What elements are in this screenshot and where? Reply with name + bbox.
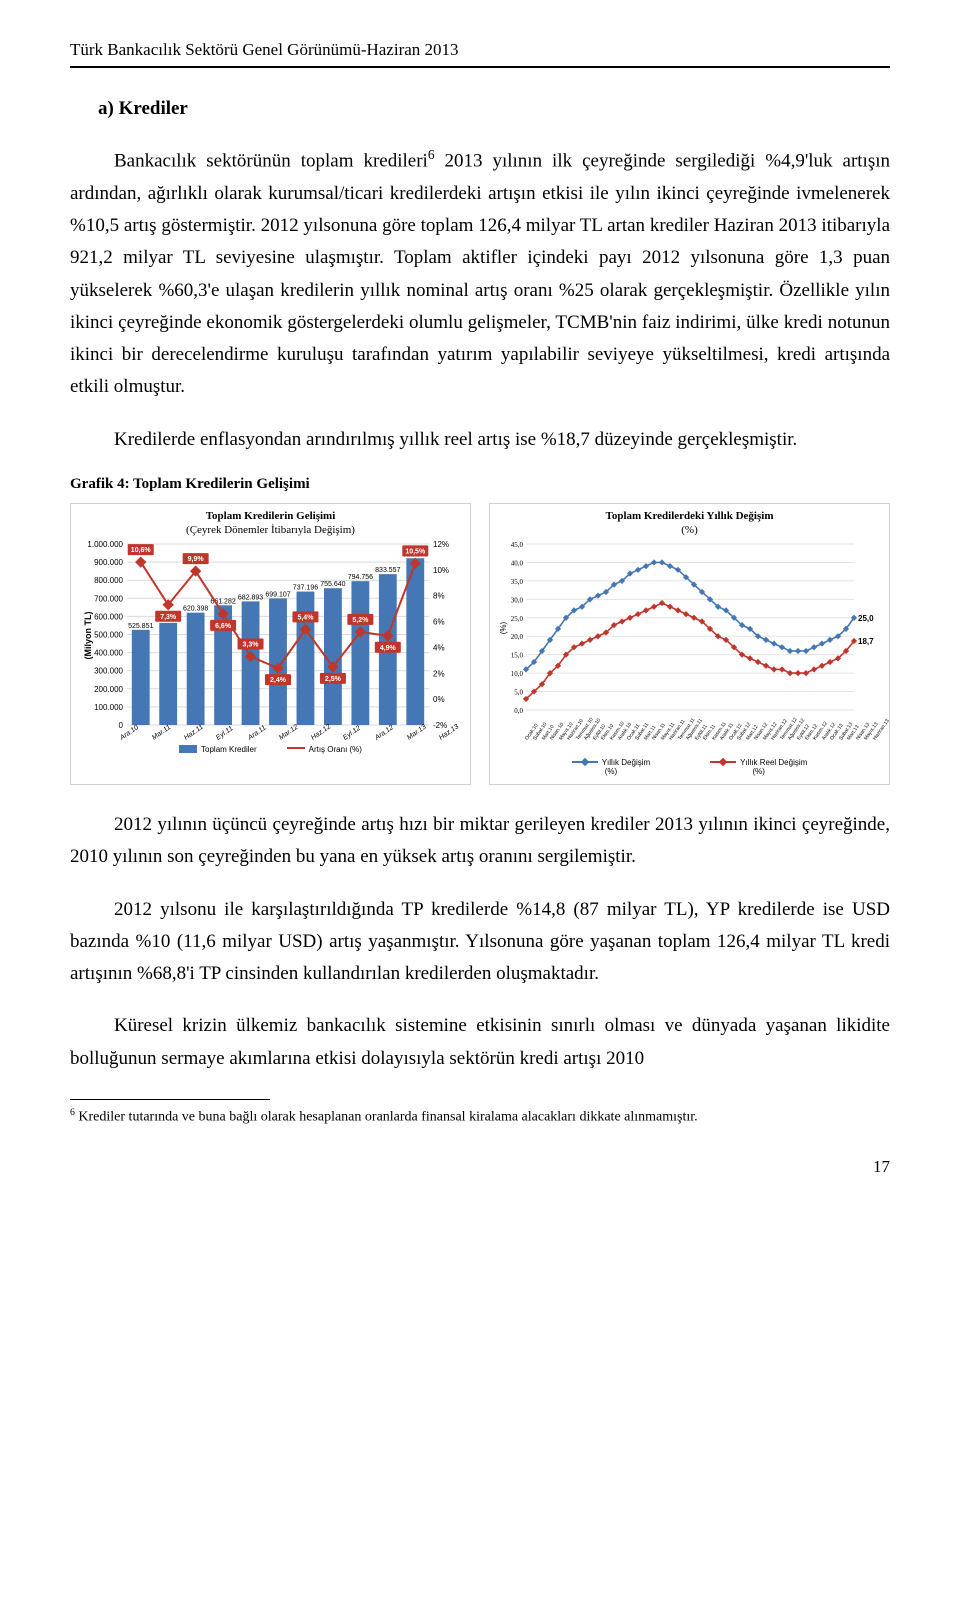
paragraph-5: Küresel krizin ülkemiz bankacılık sistem… <box>70 1010 890 1075</box>
svg-text:30,0: 30,0 <box>511 596 524 604</box>
footnote: 6 Krediler tutarında ve buna bağlı olara… <box>70 1106 890 1127</box>
svg-text:794.756: 794.756 <box>348 574 373 581</box>
section-heading: a) Krediler <box>98 98 890 120</box>
chart-right-subtitle: (%) <box>498 524 881 538</box>
chart-left-title-main: Toplam Kredilerin Gelişimi <box>206 510 336 522</box>
chart-right-title: Toplam Kredilerdeki Yıllık Değişim (%) <box>498 510 881 538</box>
chart-right-svg: 0,0 5,0 10,0 15,0 20,0 25,0 30,0 35,0 40,0 45,0 (%… <box>498 538 878 718</box>
svg-text:2,4%: 2,4% <box>270 677 287 684</box>
svg-text:45,0: 45,0 <box>511 541 524 549</box>
chart-left-legend: Toplam Krediler Artış Oranı (%) <box>79 745 462 754</box>
svg-text:700.000: 700.000 <box>94 594 123 603</box>
charts-row: Toplam Kredilerin Gelişimi (Çeyrek Dönem… <box>70 503 890 785</box>
chart-left-box: Toplam Kredilerin Gelişimi (Çeyrek Dönem… <box>70 503 471 785</box>
header-divider <box>70 66 890 68</box>
svg-text:(Milyon TL): (Milyon TL) <box>83 611 93 659</box>
svg-text:300.000: 300.000 <box>94 666 123 675</box>
legend-real: Yıllık Reel Değişim (%) <box>710 758 807 777</box>
svg-text:2,5%: 2,5% <box>325 675 342 682</box>
svg-text:10,5%: 10,5% <box>405 548 426 555</box>
legend-bar: Toplam Krediler <box>179 745 257 754</box>
svg-text:7,3%: 7,3% <box>160 613 177 620</box>
chart-heading: Grafik 4: Toplam Kredilerin Gelişimi <box>70 476 890 493</box>
svg-text:15,0: 15,0 <box>511 651 524 659</box>
svg-text:500.000: 500.000 <box>94 630 123 639</box>
svg-text:10%: 10% <box>433 565 449 574</box>
footnote-text: Krediler tutarında ve buna bağlı olarak … <box>75 1110 698 1125</box>
svg-text:35,0: 35,0 <box>511 577 524 585</box>
p1-text-b: 2013 yılının ilk çeyreğinde sergilediği … <box>70 150 890 397</box>
svg-text:833.557: 833.557 <box>375 567 400 574</box>
svg-text:755.640: 755.640 <box>320 581 345 588</box>
chart-left-svg: 0 100.000 200.000 300.000 400.000 500.000 600.… <box>79 538 459 733</box>
svg-text:0,0: 0,0 <box>514 707 523 715</box>
svg-text:800.000: 800.000 <box>94 576 123 585</box>
svg-text:9,9%: 9,9% <box>188 556 205 563</box>
svg-text:40,0: 40,0 <box>511 559 524 567</box>
svg-text:10,6%: 10,6% <box>131 547 152 554</box>
svg-text:5,2%: 5,2% <box>352 616 369 623</box>
footnote-divider <box>70 1099 270 1100</box>
svg-text:699.107: 699.107 <box>265 591 290 598</box>
legend-line: Artış Oranı (%) <box>287 745 362 754</box>
page-header: Türk Bankacılık Sektörü Genel Görünümü-H… <box>70 40 890 60</box>
svg-text:25,0: 25,0 <box>858 613 874 622</box>
chart-right-box: Toplam Kredilerdeki Yıllık Değişim (%) 0… <box>489 503 890 785</box>
svg-text:4%: 4% <box>433 643 445 652</box>
svg-text:3,3%: 3,3% <box>243 641 260 648</box>
p1-text-a: Bankacılık sektörünün toplam kredileri <box>114 150 428 171</box>
svg-text:25,0: 25,0 <box>511 614 524 622</box>
svg-text:5,4%: 5,4% <box>297 614 314 621</box>
svg-text:5,0: 5,0 <box>514 688 523 696</box>
chart-right-title-main: Toplam Kredilerdeki Yıllık Değişim <box>606 510 774 522</box>
svg-text:400.000: 400.000 <box>94 648 123 657</box>
svg-text:0: 0 <box>119 721 124 730</box>
svg-text:10,0: 10,0 <box>511 670 524 678</box>
svg-text:(%): (%) <box>499 621 508 634</box>
page-number: 17 <box>70 1157 890 1177</box>
chart-left-subtitle: (Çeyrek Dönemler İtibarıyla Değişim) <box>79 524 462 538</box>
svg-text:2%: 2% <box>433 669 445 678</box>
svg-text:682.893: 682.893 <box>238 594 263 601</box>
paragraph-4: 2012 yılsonu ile karşılaştırıldığında TP… <box>70 894 890 991</box>
chart-left-title: Toplam Kredilerin Gelişimi (Çeyrek Dönem… <box>79 510 462 538</box>
svg-text:620.398: 620.398 <box>183 605 208 612</box>
svg-text:4,9%: 4,9% <box>380 644 397 651</box>
svg-text:6%: 6% <box>433 617 445 626</box>
svg-text:18,7: 18,7 <box>858 637 874 646</box>
svg-text:0%: 0% <box>433 695 445 704</box>
svg-text:200.000: 200.000 <box>94 684 123 693</box>
chart-right-xticks: Ocak.10Şubat.10Mart.10Nisan.10Mayıs.10Ha… <box>498 738 881 744</box>
chart-right-legend: Yıllık Değişim (%) Yıllık Reel Değişim (… <box>498 758 881 777</box>
svg-text:20,0: 20,0 <box>511 633 524 641</box>
svg-text:8%: 8% <box>433 591 445 600</box>
svg-text:1.000.000: 1.000.000 <box>87 540 123 549</box>
legend-nominal: Yıllık Değişim (%) <box>572 758 650 777</box>
svg-text:6,6%: 6,6% <box>215 622 232 629</box>
paragraph-3: 2012 yılının üçüncü çeyreğinde artış hız… <box>70 809 890 874</box>
svg-text:100.000: 100.000 <box>94 702 123 711</box>
paragraph-2: Kredilerde enflasyondan arındırılmış yıl… <box>70 424 890 456</box>
svg-text:600.000: 600.000 <box>94 612 123 621</box>
svg-text:12%: 12% <box>433 540 449 549</box>
svg-text:525.851: 525.851 <box>128 622 153 629</box>
svg-text:737.196: 737.196 <box>293 584 318 591</box>
svg-text:-2%: -2% <box>433 721 447 730</box>
paragraph-1: Bankacılık sektörünün toplam kredileri6 … <box>70 144 890 404</box>
svg-text:900.000: 900.000 <box>94 558 123 567</box>
